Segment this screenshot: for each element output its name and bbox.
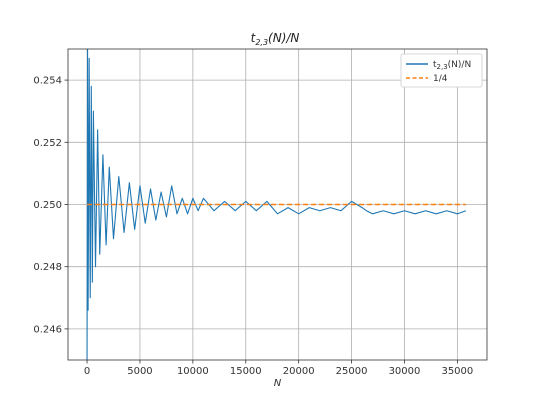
legend-entry-series: t2,3(N)/N	[433, 60, 471, 71]
legend: t2,3(N)/N 1/4	[400, 53, 483, 88]
chart-title-main: t	[251, 31, 257, 45]
chart-title-rest: (N)/N	[268, 31, 299, 45]
x-tick-label: 20000	[283, 366, 315, 377]
y-tick-label: 0.252	[33, 138, 62, 149]
x-tick-label: 35000	[441, 366, 473, 377]
y-tick-label: 0.250	[33, 200, 62, 211]
legend-series-subscript: 2,3	[437, 63, 448, 71]
y-tick-label: 0.246	[33, 324, 62, 335]
x-tick-label: 25000	[336, 366, 368, 377]
x-tick-label: 10000	[177, 366, 209, 377]
chart-title-subscript: 2,3	[255, 38, 268, 47]
chart-title: t2,3(N)/N	[251, 31, 300, 47]
legend-series-main: t	[433, 60, 437, 70]
y-axis-ticks: 0.246 0.248 0.250 0.252 0.254	[33, 76, 68, 335]
x-tick-label: 15000	[230, 366, 262, 377]
y-tick-label: 0.248	[33, 262, 62, 273]
plot-area	[86, 49, 467, 360]
x-tick-label: 0	[84, 366, 90, 377]
x-tick-label: 5000	[127, 366, 152, 377]
y-tick-label: 0.254	[33, 76, 62, 87]
x-tick-label: 30000	[389, 366, 421, 377]
ratio-line-series	[86, 49, 467, 360]
x-axis-ticks: 0 5000 10000 15000 20000 25000 30000 35000	[84, 360, 473, 377]
x-axis-label: N	[274, 378, 282, 389]
legend-entry-reference: 1/4	[433, 74, 448, 84]
legend-series-rest: (N)/N	[448, 60, 472, 70]
